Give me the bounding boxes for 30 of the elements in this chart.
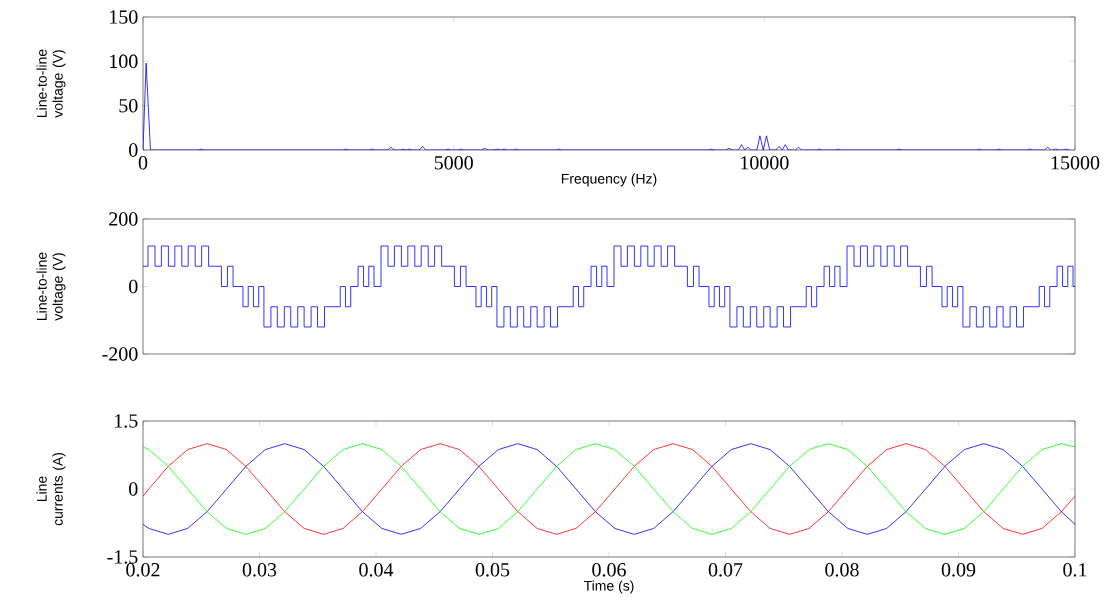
y-tick-label: 0: [129, 482, 138, 496]
y-axis-title: Line-to-line voltage (V): [36, 252, 66, 321]
line-series: [143, 62, 1070, 150]
line-series: [143, 443, 1076, 535]
x-tick-label: 0.08: [825, 563, 859, 577]
x-tick-label: 0.1: [1063, 563, 1087, 577]
x-tick-label: 5000: [434, 156, 473, 170]
x-tick-label: 0: [138, 156, 148, 170]
x-axis-title: Frequency (Hz): [561, 173, 657, 187]
x-tick-label: 10000: [741, 156, 789, 170]
x-axis-title: Time (s): [583, 580, 634, 594]
y-axis-title: Line-to-line voltage (V): [36, 49, 66, 118]
y-tick-label: -200: [102, 347, 138, 361]
x-tick-label: 0.09: [941, 563, 976, 577]
y-tick-label: 150: [110, 10, 138, 24]
x-tick-label: 0.05: [475, 563, 510, 577]
y-tick-label: -1.5: [107, 550, 138, 564]
y-tick-label: 100: [110, 54, 138, 69]
y-tick-label: 1.5: [115, 414, 138, 428]
y-axis-title: Line currents (A): [36, 452, 66, 526]
x-tick-label: 0.02: [126, 563, 160, 577]
x-tick-label: 0.04: [359, 563, 394, 577]
y-tick-label: 0: [129, 143, 138, 157]
x-tick-label: 15000: [1051, 156, 1100, 170]
y-tick-label: 200: [109, 212, 138, 226]
y-tick-label: 50: [119, 98, 138, 113]
x-tick-label: 0.07: [708, 563, 743, 577]
y-tick-label: 0: [129, 279, 138, 294]
x-tick-label: 0.03: [242, 563, 277, 577]
x-tick-label: 0.06: [592, 563, 626, 577]
